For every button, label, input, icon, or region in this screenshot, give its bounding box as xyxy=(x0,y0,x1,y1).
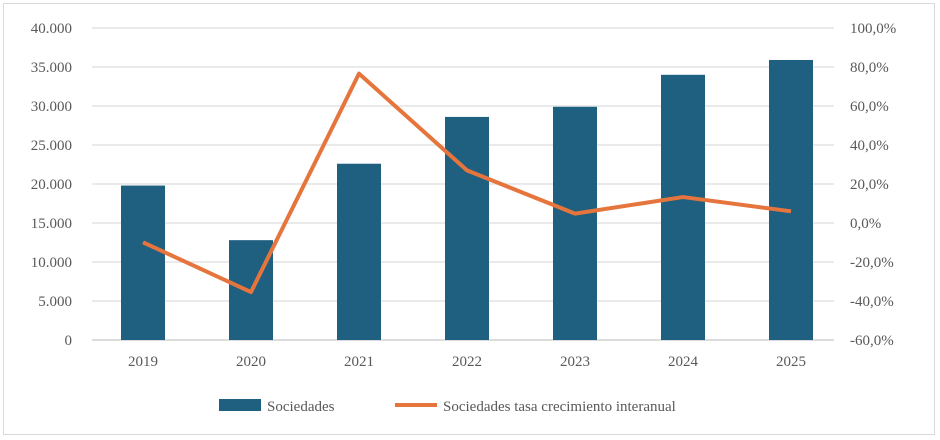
legend-label-bars: Sociedades xyxy=(267,399,335,415)
x-axis-tick-label: 2021 xyxy=(344,354,374,370)
left-axis-tick-label: 15.000 xyxy=(31,216,72,232)
left-axis-tick-label: 30.000 xyxy=(31,99,72,115)
x-axis-tick-label: 2020 xyxy=(236,354,266,370)
right-axis-tick-label: 80,0% xyxy=(850,60,889,76)
legend-swatch-bars xyxy=(219,399,261,411)
legend-label-line: Sociedades tasa crecimiento interanual xyxy=(443,399,676,415)
right-axis-tick-label: -20,0% xyxy=(850,255,894,271)
left-axis-tick-label: 0 xyxy=(65,333,73,349)
bar-2021 xyxy=(337,163,381,340)
right-axis-tick-label: 60,0% xyxy=(850,99,889,115)
bar-2019 xyxy=(121,185,165,340)
x-axis-tick-label: 2023 xyxy=(560,354,590,370)
bar-2025 xyxy=(769,59,813,340)
right-axis-tick-label: 0,0% xyxy=(850,216,881,232)
right-axis-tick-label: 100,0% xyxy=(850,21,896,37)
chart-frame xyxy=(3,3,935,435)
left-axis-tick-label: 10.000 xyxy=(31,255,72,271)
left-axis-tick-label: 35.000 xyxy=(31,60,72,76)
left-axis-tick-label: 40.000 xyxy=(31,21,72,37)
right-axis-tick-label: -60,0% xyxy=(850,333,894,349)
bar-2024 xyxy=(661,74,705,341)
bar-2022 xyxy=(445,116,489,340)
x-axis-tick-label: 2019 xyxy=(128,354,158,370)
bar-2023 xyxy=(553,106,597,340)
x-axis-tick-label: 2024 xyxy=(668,354,699,370)
right-axis-tick-label: 40,0% xyxy=(850,138,889,154)
x-axis-tick-label: 2025 xyxy=(776,354,806,370)
right-axis-tick-label: -40,0% xyxy=(850,294,894,310)
right-axis-tick-label: 20,0% xyxy=(850,177,889,193)
left-axis-tick-label: 25.000 xyxy=(31,138,72,154)
left-axis-tick-label: 20.000 xyxy=(31,177,72,193)
left-axis-tick-label: 5.000 xyxy=(38,294,72,310)
x-axis-tick-label: 2022 xyxy=(452,354,482,370)
